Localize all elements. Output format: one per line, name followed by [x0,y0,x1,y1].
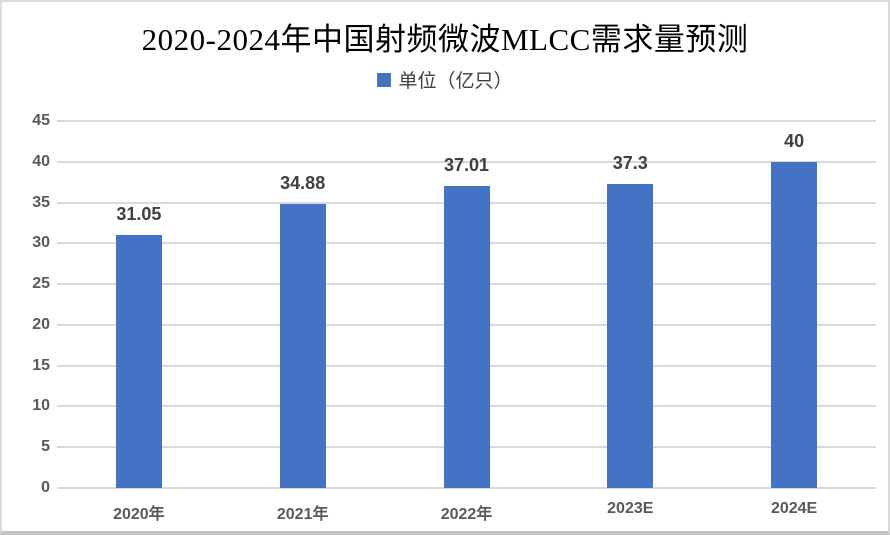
bar-2023E [607,183,654,488]
bar-2022年 [443,186,490,488]
gridline-y-40 [57,160,876,163]
bar-2021年 [279,203,326,488]
x-axis-category-label-2020年: 2020年 [113,506,165,523]
y-axis-tick-label-0: 0 [41,479,50,496]
data-label-2023E: 37.3 [612,152,648,173]
y-axis-tick-label-30: 30 [32,234,50,252]
legend-series-label: 单位（亿只） [398,71,513,92]
y-axis-tick-label-5: 5 [41,438,50,456]
y-axis-tick-label-10: 10 [32,397,50,415]
y-axis-tick-label-45: 45 [32,112,50,129]
y-axis-tick-label-25: 25 [32,275,50,293]
data-label-2020年: 31.05 [116,203,162,224]
y-axis-tick-label-20: 20 [32,315,50,333]
data-label-2022年: 37.01 [443,155,490,176]
y-axis-tick-label-35: 35 [32,193,50,211]
data-label-2021年: 34.88 [280,172,326,193]
x-axis-category-label-2023E: 2023E [607,500,654,517]
bar-2024E [771,161,818,488]
x-axis-category-label-2024E: 2024E [770,500,818,517]
legend: 单位（亿只） [2,66,888,93]
bar-2020年 [115,234,162,488]
x-axis-category-label-2022年: 2022年 [440,506,493,523]
x-axis-category-label-2021年: 2021年 [276,506,329,523]
gridline-y-0 [57,487,876,489]
data-label-2024E: 40 [784,130,805,151]
legend-marker-square [377,72,392,87]
y-axis-tick-label-40: 40 [32,152,50,170]
gridline-y-45 [57,120,876,122]
chart-title: 2020-2024年中国射频微波MLCC需求量预测 [141,22,749,57]
y-axis-tick-label-15: 15 [32,356,50,374]
